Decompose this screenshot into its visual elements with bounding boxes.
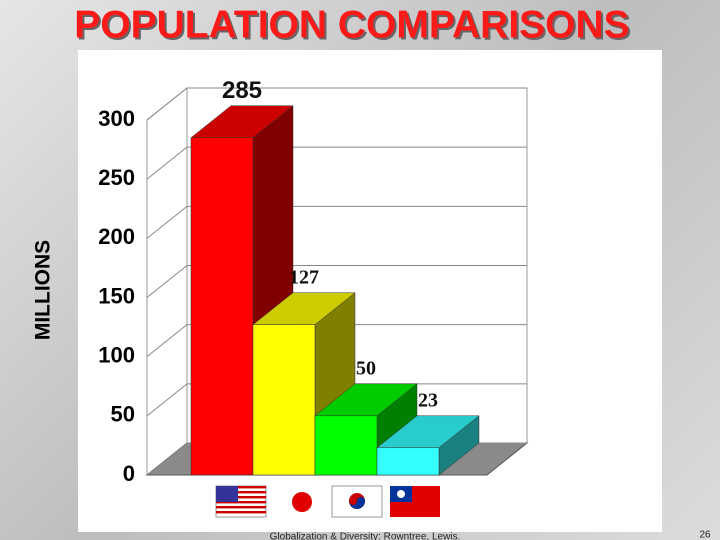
- y-tick-label: 0: [123, 461, 135, 486]
- footer-text: Globalization & Diversity: Rowntree, Lew…: [270, 532, 461, 540]
- page-number: 26: [699, 530, 711, 540]
- grid-line: [146, 324, 527, 358]
- y-axis-label: MILLIONS: [32, 240, 55, 340]
- y-tick-label: 150: [98, 283, 135, 308]
- bar: [376, 447, 440, 476]
- grid-line: [146, 87, 527, 121]
- flag-taiwan-sun: [397, 490, 405, 498]
- data-label: 50: [356, 357, 376, 379]
- flag-korea-symbol: [349, 497, 365, 509]
- y-tick-label: 200: [98, 224, 135, 249]
- bar: [252, 324, 316, 476]
- chart-title: POPULATION COMPARISONS: [74, 3, 629, 46]
- flags: [215, 485, 440, 518]
- y-tick-label: 100: [98, 342, 135, 367]
- y-tick-label: 250: [98, 165, 135, 190]
- grid-line: [146, 265, 527, 298]
- data-label: 285: [222, 77, 262, 104]
- data-label: 23: [418, 389, 438, 411]
- grid-line: [146, 205, 527, 239]
- flag-japan: [292, 492, 312, 512]
- grid-line: [146, 146, 527, 180]
- flag-us-stripes: [216, 486, 266, 514]
- y-tick-label: 50: [111, 402, 135, 427]
- data-label: 127: [289, 266, 319, 288]
- bar: [314, 415, 378, 476]
- chart-title-shadow: POPULATION COMPARISONS: [76, 5, 631, 48]
- y-tick-label: 300: [98, 106, 135, 131]
- bar: [190, 137, 254, 476]
